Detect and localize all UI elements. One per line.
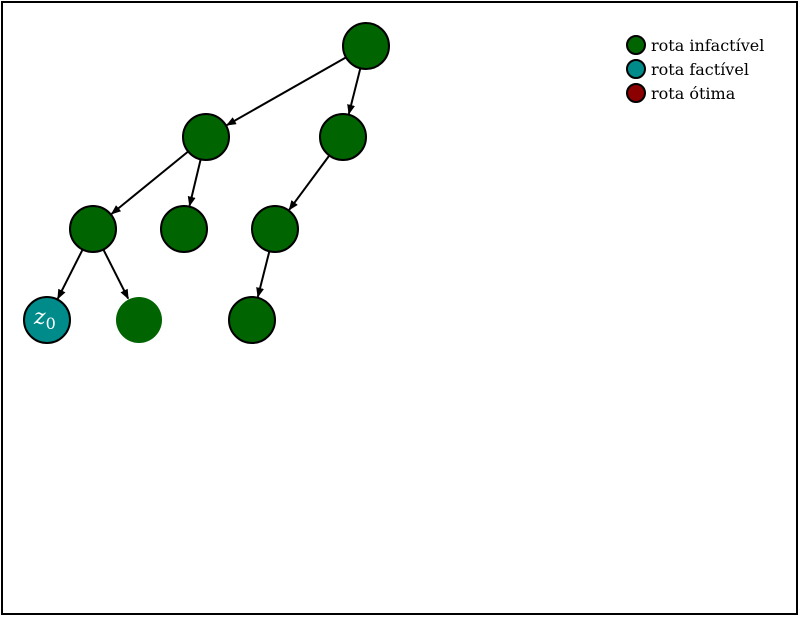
nodes-layer: z0 — [23, 22, 390, 344]
tree-node-n3 — [69, 205, 117, 253]
legend-swatch-infeasible — [626, 35, 646, 55]
tree-node-n2 — [319, 113, 367, 161]
tree-node-n7 — [116, 297, 162, 343]
edge-n3-n7 — [102, 249, 130, 300]
legend-item-optimal: rota ótima — [626, 81, 764, 105]
edge-n5-n8 — [256, 251, 271, 298]
legend-item-infeasible: rota infactível — [626, 33, 764, 57]
edge-n1-n3 — [110, 150, 189, 215]
node-circle-n0 — [342, 22, 390, 70]
edges-layer — [56, 56, 362, 300]
node-circle-n5 — [251, 205, 299, 253]
legend-label-optimal: rota ótima — [651, 83, 736, 103]
tree-node-n4 — [160, 205, 208, 253]
node-circle-n8 — [228, 296, 276, 344]
legend: rota infactível rota factível rota ótima — [626, 33, 764, 105]
legend-item-feasible: rota factível — [626, 57, 764, 81]
node-circle-n6 — [23, 296, 71, 344]
node-circle-n1 — [182, 113, 230, 161]
legend-swatch-feasible — [626, 59, 646, 79]
node-circle-n7 — [116, 297, 162, 343]
legend-label-feasible: rota factível — [651, 59, 749, 79]
node-circle-n4 — [160, 205, 208, 253]
node-circle-n3 — [69, 205, 117, 253]
edge-n0-n1 — [225, 56, 347, 127]
edge-n2-n5 — [288, 154, 331, 211]
node-label-n6: z0 — [33, 305, 56, 333]
tree-node-n6: z0 — [23, 296, 71, 344]
tree-node-n0 — [342, 22, 390, 70]
tree-node-n1 — [182, 113, 230, 161]
edge-n0-n2 — [347, 68, 362, 115]
edge-n1-n4 — [187, 159, 202, 207]
legend-label-infeasible: rota infactível — [651, 35, 765, 55]
edge-n3-n6 — [56, 249, 84, 300]
tree-node-n8 — [228, 296, 276, 344]
tree-node-n5 — [251, 205, 299, 253]
node-circle-n2 — [319, 113, 367, 161]
legend-swatch-optimal — [626, 83, 646, 103]
